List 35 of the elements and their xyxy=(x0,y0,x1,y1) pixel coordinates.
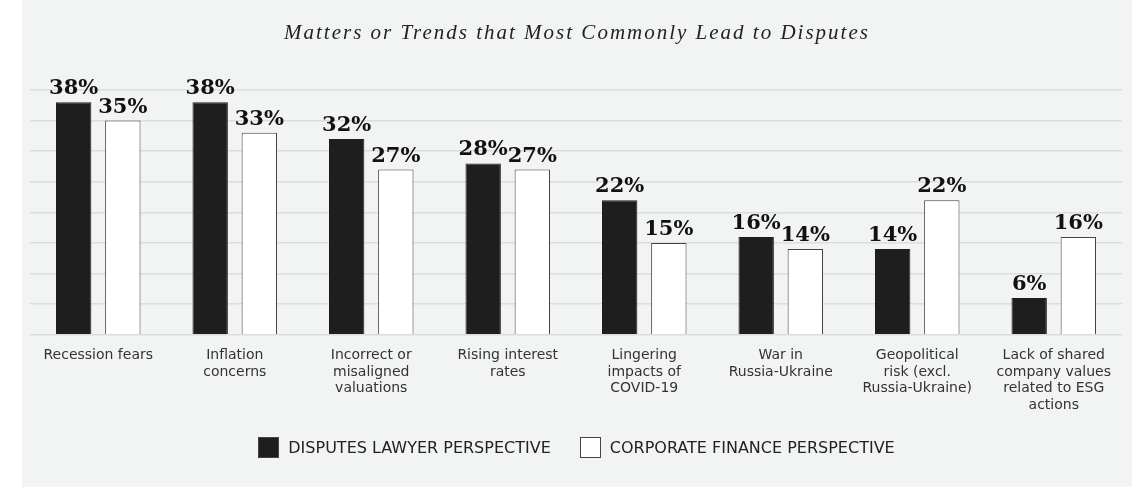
data-label: 27% xyxy=(371,141,421,167)
bar xyxy=(465,163,501,335)
x-tick-label: Recession fears xyxy=(43,345,154,362)
data-label: 15% xyxy=(644,214,694,240)
x-tick-label: War in Russia-Ukraine xyxy=(728,345,833,379)
data-label: 16% xyxy=(731,208,781,234)
data-label: 6% xyxy=(1011,270,1047,296)
bar xyxy=(1011,298,1047,335)
data-label: 22% xyxy=(917,172,967,198)
x-tick-label: Lingering impacts of COVID-19 xyxy=(607,345,683,396)
data-label: 38% xyxy=(49,74,99,100)
data-label: 16% xyxy=(1053,208,1103,234)
chart-title: Matters or Trends that Most Commonly Lead to Disputes xyxy=(283,20,871,45)
data-label: 32% xyxy=(322,110,372,136)
bar xyxy=(874,249,911,335)
data-label: 28% xyxy=(458,135,508,161)
data-label: 35% xyxy=(98,92,148,118)
data-label: 33% xyxy=(234,104,284,130)
x-tick-label: Inflation concerns xyxy=(203,345,267,379)
data-label: 22% xyxy=(595,172,645,198)
bar xyxy=(738,236,774,335)
data-label: 27% xyxy=(507,141,557,167)
x-tick-label: Geopolitical risk (excl. Russia-Ukraine) xyxy=(862,345,973,396)
x-tick-label: Lack of shared company values related to ESG actions xyxy=(996,345,1112,413)
data-label: 14% xyxy=(780,221,830,247)
legend-label: DISPUTES LAWYER PERSPECTIVE xyxy=(288,438,551,457)
bar xyxy=(192,102,228,335)
x-tick-label: Incorrect or misaligned valuations xyxy=(330,345,412,396)
legend-label: CORPORATE FINANCE PERSPECTIVE xyxy=(609,438,895,457)
x-tick-label: Rising interest rates xyxy=(457,345,559,379)
data-label: 38% xyxy=(185,74,235,100)
bar xyxy=(601,200,638,335)
bar xyxy=(328,138,365,335)
data-label: 14% xyxy=(868,221,918,247)
bar xyxy=(55,102,92,335)
